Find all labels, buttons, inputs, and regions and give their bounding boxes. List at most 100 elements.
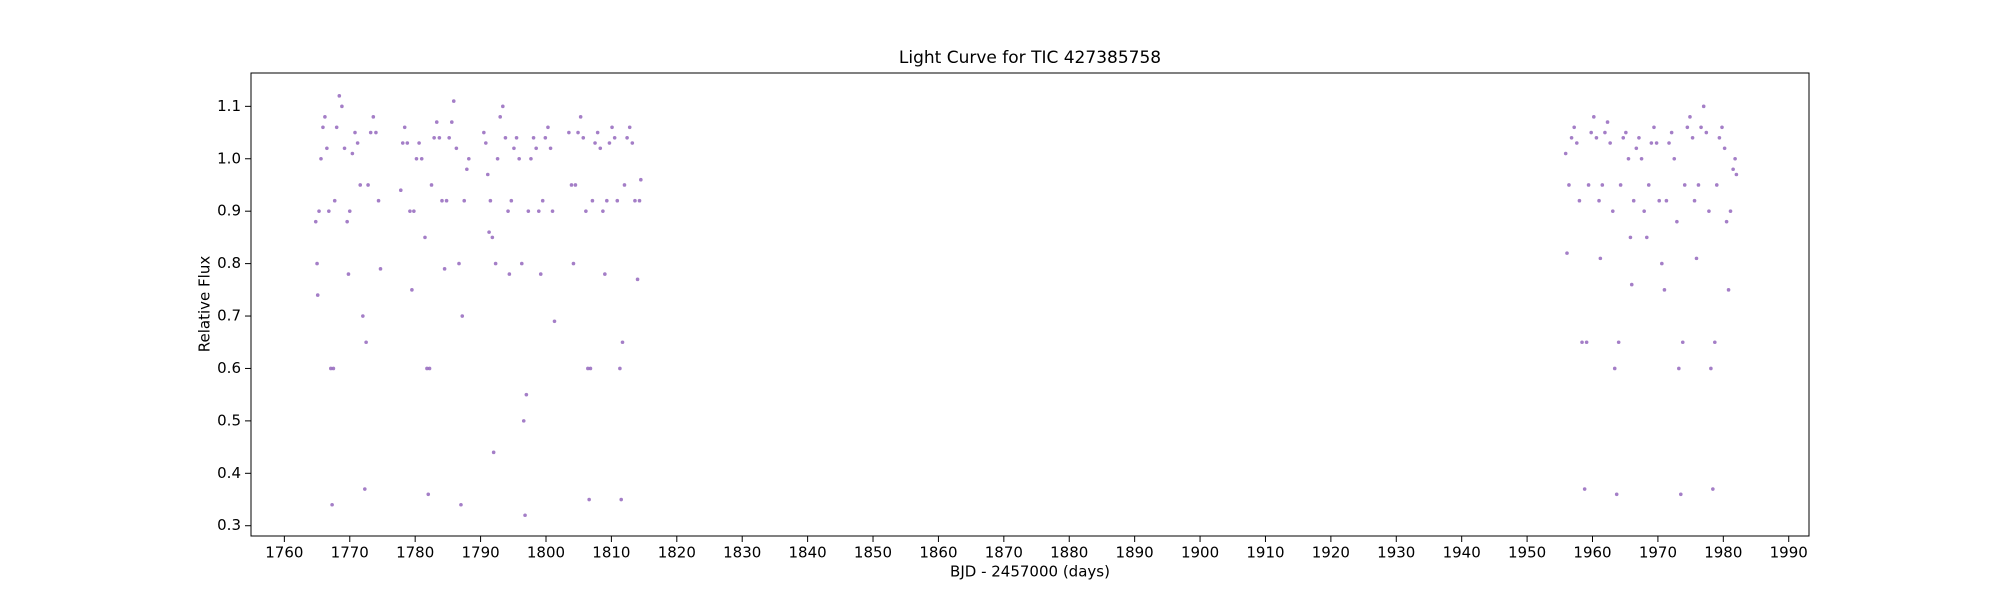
data-point: [408, 209, 412, 213]
y-tick-label: 0.5: [217, 411, 241, 429]
data-point: [605, 198, 609, 203]
data-point: [1669, 130, 1674, 135]
data-point: [1657, 198, 1662, 203]
x-tick-label: 1760: [265, 544, 303, 562]
data-point: [1728, 209, 1733, 213]
data-point: [569, 183, 574, 187]
data-point: [410, 288, 414, 292]
data-point: [332, 198, 337, 203]
data-point: [1733, 156, 1737, 161]
data-point: [1672, 156, 1677, 161]
data-point: [1603, 130, 1607, 135]
data-point: [328, 366, 333, 371]
data-point: [523, 513, 527, 518]
data-point: [1675, 219, 1679, 224]
data-point: [1726, 288, 1731, 292]
data-point: [1696, 183, 1701, 187]
data-point: [595, 130, 600, 135]
data-point: [327, 209, 331, 213]
data-point: [1677, 366, 1681, 371]
data-point: [346, 272, 351, 276]
y-tick-label: 0.7: [217, 307, 241, 325]
data-point: [524, 392, 529, 397]
x-tick-label: 1770: [331, 544, 369, 562]
data-point: [540, 198, 545, 203]
x-tick-label: 1860: [919, 544, 957, 562]
data-point: [321, 125, 325, 130]
y-tick-label: 0.3: [217, 516, 241, 534]
data-point: [1575, 141, 1579, 145]
data-point: [1565, 251, 1569, 255]
y-tick-label: 0.8: [217, 254, 241, 272]
data-point: [398, 188, 403, 193]
data-point: [1572, 125, 1576, 130]
data-point: [1734, 172, 1739, 177]
data-point: [637, 198, 642, 203]
data-point: [509, 198, 514, 203]
data-point: [1704, 130, 1709, 135]
data-point: [1701, 104, 1706, 109]
y-tick-label: 0.6: [217, 359, 241, 377]
data-point: [620, 340, 625, 345]
plot-frame: [250, 72, 1810, 537]
x-tick-label: 1850: [854, 544, 892, 562]
data-point: [1724, 219, 1729, 224]
data-point: [442, 267, 447, 271]
x-tick-label: 1780: [396, 544, 434, 562]
data-point: [1628, 235, 1633, 240]
data-point: [1605, 120, 1610, 124]
data-point: [536, 209, 541, 213]
y-tick-label: 0.4: [217, 464, 241, 482]
data-point: [440, 198, 444, 203]
data-point: [1654, 141, 1659, 145]
x-tick-label: 1810: [592, 544, 630, 562]
data-point: [1637, 135, 1641, 140]
data-point: [1629, 282, 1634, 287]
data-point: [514, 135, 519, 140]
data-point: [315, 261, 319, 266]
data-point: [519, 261, 524, 266]
data-point: [1646, 183, 1651, 187]
data-point: [625, 135, 629, 140]
data-point: [347, 209, 352, 213]
data-point: [1649, 141, 1654, 145]
data-point: [1667, 141, 1671, 145]
data-point: [548, 146, 553, 151]
data-point: [331, 366, 336, 371]
data-point: [1610, 209, 1615, 213]
x-tick-label: 1900: [1181, 544, 1219, 562]
data-point: [465, 167, 469, 172]
data-point: [612, 135, 617, 140]
data-point: [1592, 115, 1596, 119]
data-point: [378, 267, 383, 271]
data-point: [490, 235, 495, 240]
data-point: [1626, 156, 1631, 161]
data-point: [507, 272, 512, 276]
x-tick-label: 1910: [1246, 544, 1284, 562]
data-point: [1664, 198, 1669, 203]
data-point: [1685, 125, 1690, 130]
x-tick-label: 1970: [1639, 544, 1677, 562]
data-point: [633, 198, 637, 203]
x-tick-label: 1820: [658, 544, 696, 562]
y-tick-label: 1.0: [217, 149, 241, 167]
data-point: [526, 209, 531, 213]
data-point: [457, 261, 461, 266]
data-point: [491, 450, 496, 455]
data-point: [1713, 340, 1717, 345]
data-point: [334, 125, 339, 130]
data-point: [1680, 340, 1685, 345]
data-point: [529, 156, 533, 161]
data-point: [432, 135, 436, 140]
data-point: [323, 115, 327, 119]
x-tick-label: 1940: [1443, 544, 1481, 562]
data-point: [315, 293, 320, 297]
data-point: [402, 125, 407, 130]
x-tick-label: 1800: [527, 544, 565, 562]
data-point: [460, 314, 465, 318]
data-point: [337, 94, 342, 98]
data-point: [610, 125, 614, 130]
data-point: [342, 146, 347, 151]
data-point: [586, 366, 590, 371]
